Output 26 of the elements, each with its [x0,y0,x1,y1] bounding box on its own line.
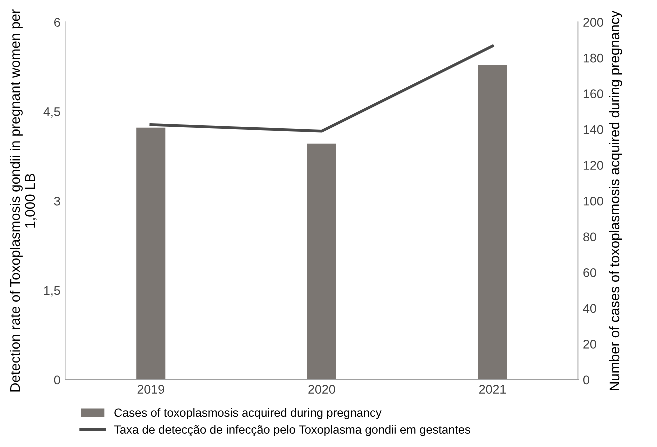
legend-label: Taxa de detecção de infecção pelo Toxoplasma gondii em gestantes [114,425,470,436]
x-tick-label: 2021 [479,385,506,394]
y2-tick-label: 20 [584,340,596,349]
bar [478,65,508,380]
y-axis-title: Detection rate of Toxoplasmosis gondii in pregnant women per 1,000 LB [10,10,37,392]
x-tick-label: 2019 [138,385,164,394]
y2-tick-label: 60 [584,268,596,278]
y2-tick-label: 100 [584,196,604,206]
bar [307,144,336,380]
y2-tick-label: 80 [584,232,596,242]
y2-tick-label: 40 [583,304,596,314]
y2-tick-label: 200 [584,18,604,27]
y-tick-label: 0 [54,376,60,385]
y2-tick-label: 120 [584,161,604,170]
x-tick-label: 2020 [308,385,336,394]
y2-tick-label: 140 [584,125,604,134]
bar [136,128,166,380]
legend-label: Cases of toxoplasmosis acquired during pregnancy [114,408,382,420]
y2-axis-title: Number of cases of toxoplasmosis acquired during pregnancy [609,10,622,390]
y2-tick-label: 160 [584,90,604,99]
y-tick-label: 4,5 [44,108,60,118]
y2-tick-label: 180 [584,54,604,63]
y2-tick-label: 0 [584,376,590,385]
y-tick-label: 1,5 [44,286,60,297]
y-tick-label: 6 [54,18,60,27]
y-tick-label: 3 [54,196,60,206]
